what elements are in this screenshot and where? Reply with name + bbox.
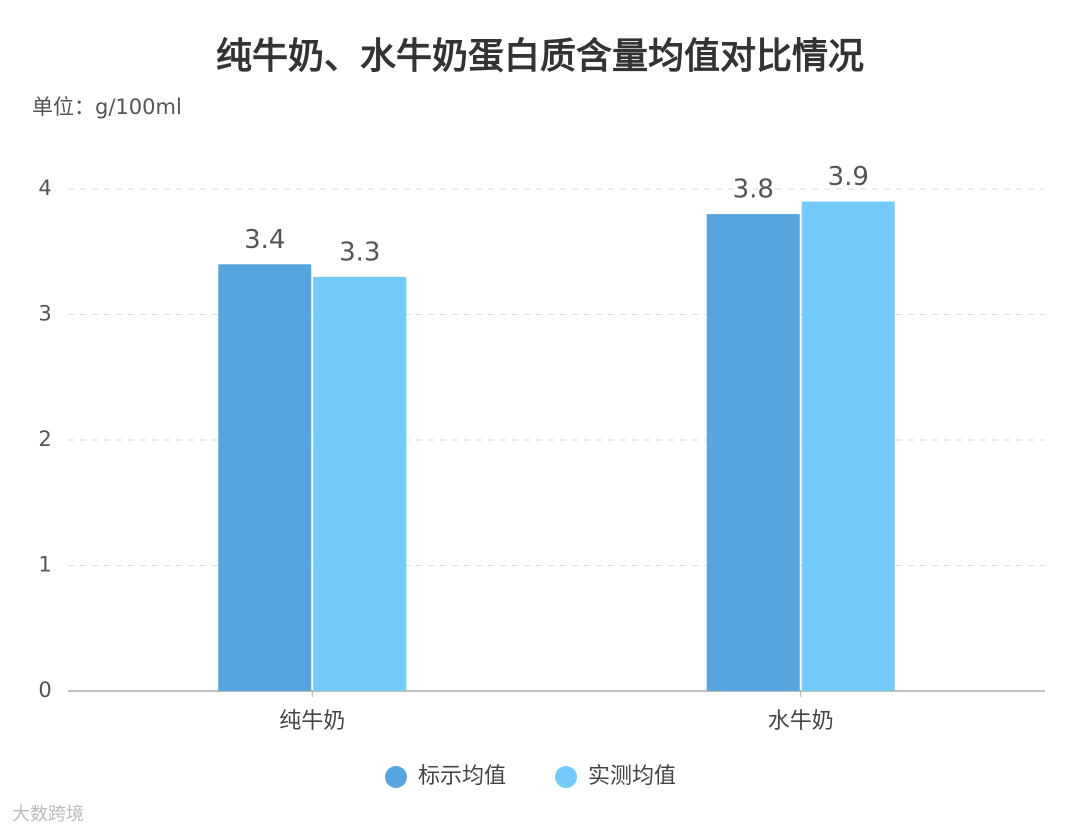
bar <box>801 201 895 692</box>
legend-label: 实测均值 <box>588 764 676 789</box>
x-tick-label: 纯牛奶 <box>279 709 345 734</box>
y-tick-label: 3 <box>38 302 51 326</box>
source-mark: 大数跨境 <box>12 804 84 825</box>
legend-label: 标示均值 <box>418 764 506 789</box>
bar <box>706 214 800 691</box>
bar <box>218 264 312 691</box>
y-tick-label: 0 <box>38 678 51 702</box>
x-tick-label: 水牛奶 <box>768 709 834 734</box>
value-label: 3.4 <box>244 225 285 255</box>
y-tick-label: 4 <box>38 176 51 200</box>
legend-marker <box>555 766 577 788</box>
subtitle: 单位：g/100ml <box>32 95 182 119</box>
y-tick-label: 1 <box>38 553 51 577</box>
value-label: 3.8 <box>733 175 774 205</box>
value-label: 3.3 <box>339 237 380 267</box>
legend-marker <box>385 766 407 788</box>
y-tick-label: 2 <box>38 427 51 451</box>
bar <box>313 276 407 691</box>
chart-title: 纯牛奶、水牛奶蛋白质含量均值对比情况 <box>216 36 864 77</box>
value-label: 3.9 <box>828 162 869 192</box>
